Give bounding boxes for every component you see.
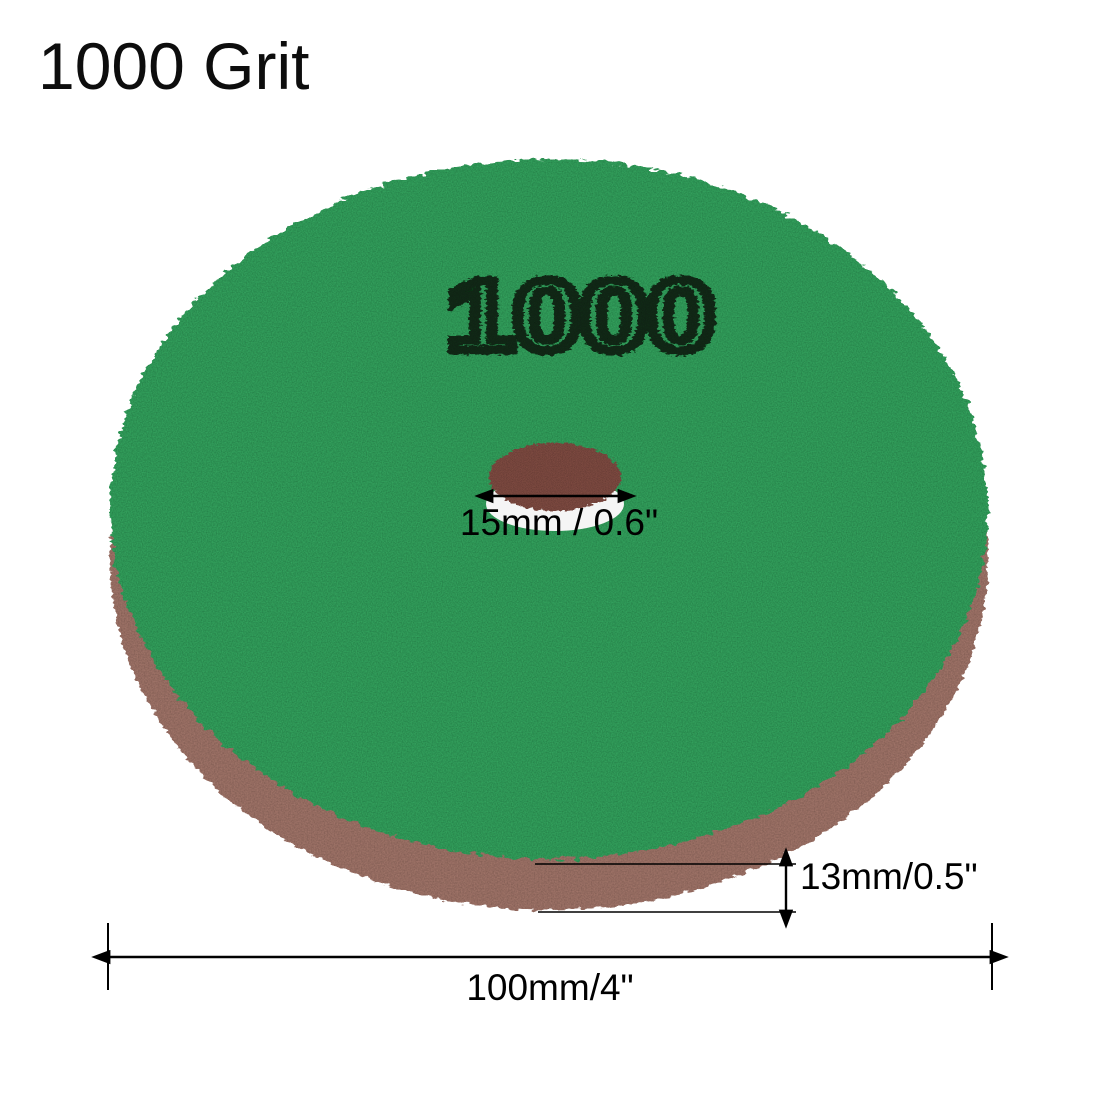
svg-text:100mm/4": 100mm/4" <box>466 967 633 1008</box>
svg-text:13mm/0.5": 13mm/0.5" <box>800 856 978 897</box>
svg-text:1000: 1000 <box>446 259 713 371</box>
svg-text:15mm / 0.6": 15mm / 0.6" <box>460 502 658 543</box>
